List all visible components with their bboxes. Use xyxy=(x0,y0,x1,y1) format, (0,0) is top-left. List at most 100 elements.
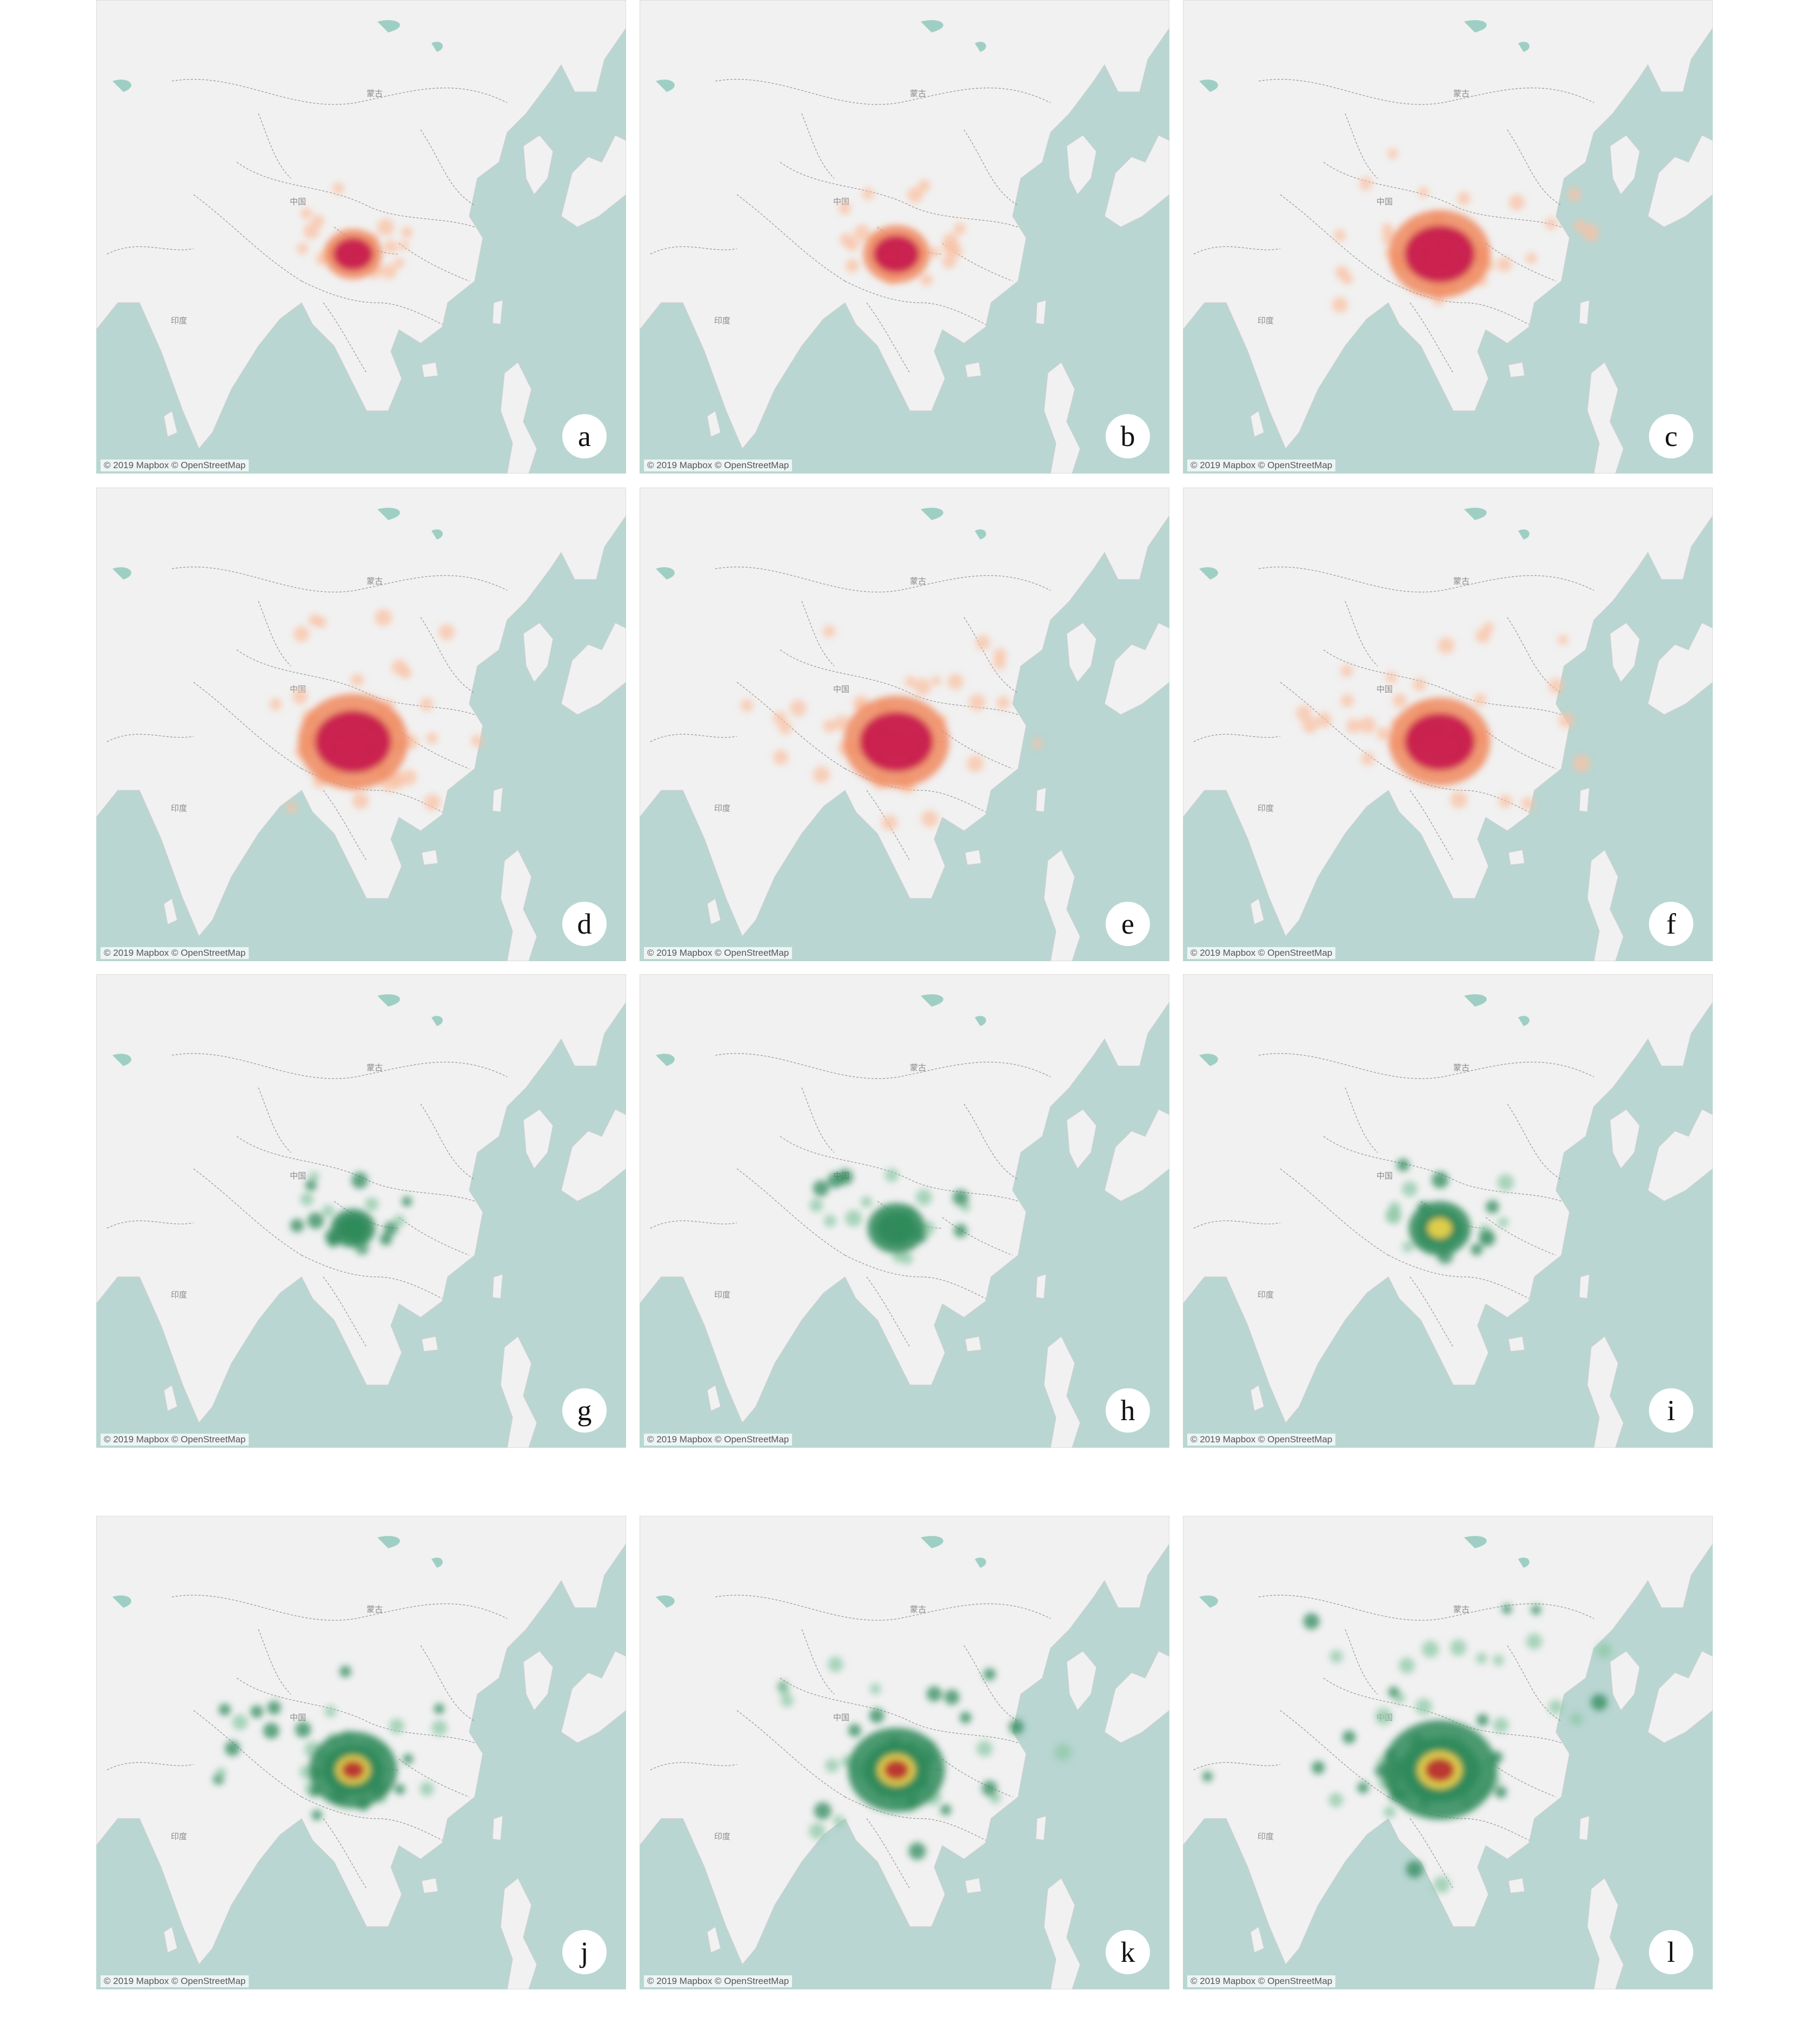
heat-dot xyxy=(1359,177,1373,191)
landmass xyxy=(1066,135,1097,196)
heat-dot xyxy=(1531,1604,1541,1615)
label-india: 印度 xyxy=(1258,316,1274,325)
map-attribution[interactable]: © 2019 Mapbox © OpenStreetMap xyxy=(1187,1434,1336,1446)
heat-dot xyxy=(1385,1208,1402,1224)
landmass xyxy=(163,1384,178,1412)
heat-dot xyxy=(982,1780,997,1796)
heat-dot xyxy=(1457,191,1471,205)
landmass xyxy=(707,1384,721,1412)
heat-dot xyxy=(340,1666,351,1677)
border-line xyxy=(650,246,737,255)
heat-dot xyxy=(263,1722,280,1739)
heat-dot xyxy=(976,1740,993,1757)
lake xyxy=(656,79,675,92)
landmass xyxy=(1610,135,1640,196)
heat-dot xyxy=(854,224,871,242)
map-attribution[interactable]: © 2019 Mapbox © OpenStreetMap xyxy=(644,947,793,959)
lake xyxy=(112,567,131,580)
border-line xyxy=(323,1818,367,1889)
heat-dot xyxy=(401,227,413,238)
heat-dot xyxy=(949,244,963,258)
border-line xyxy=(193,1168,302,1256)
border-line xyxy=(1345,1629,1378,1695)
map-attribution[interactable]: © 2019 Mapbox © OpenStreetMap xyxy=(1187,1975,1336,1987)
lake xyxy=(975,1016,986,1026)
panel-label: e xyxy=(1106,902,1150,946)
heat-dot xyxy=(1418,187,1429,198)
border-line xyxy=(866,302,910,374)
border-line xyxy=(1345,113,1378,179)
border-line xyxy=(1258,1053,1594,1079)
landmass xyxy=(1035,1274,1047,1299)
heat-dot xyxy=(1486,1200,1499,1214)
label-india: 印度 xyxy=(714,1832,730,1841)
map-attribution[interactable]: © 2019 Mapbox © OpenStreetMap xyxy=(101,460,249,471)
map-attribution[interactable]: © 2019 Mapbox © OpenStreetMap xyxy=(644,1434,793,1446)
border-line xyxy=(1323,649,1562,715)
heat-dot xyxy=(424,794,441,811)
border-line xyxy=(171,1053,508,1079)
lake xyxy=(1518,1557,1529,1568)
heat-layer xyxy=(1332,148,1599,313)
heat-dot xyxy=(1413,678,1426,691)
map-attribution[interactable]: © 2019 Mapbox © OpenStreetMap xyxy=(101,947,249,959)
map-attribution[interactable]: © 2019 Mapbox © OpenStreetMap xyxy=(1187,460,1336,471)
border-line xyxy=(1193,1762,1281,1770)
label-mongolia: 蒙古 xyxy=(910,1604,926,1614)
landmass xyxy=(1043,849,1081,961)
map-attribution[interactable]: © 2019 Mapbox © OpenStreetMap xyxy=(101,1975,249,1987)
map-attribution[interactable]: © 2019 Mapbox © OpenStreetMap xyxy=(644,1975,793,1987)
landmass xyxy=(1250,1384,1265,1412)
landmass xyxy=(707,1926,721,1953)
heat-dot xyxy=(1399,1657,1415,1674)
heat-dot xyxy=(953,1189,969,1206)
landmass xyxy=(1647,1650,1713,1743)
heat-dot xyxy=(1328,1793,1344,1807)
landmass xyxy=(1066,622,1097,683)
heat-dot xyxy=(1526,1633,1542,1650)
landmass xyxy=(1104,622,1169,715)
heat-dot xyxy=(292,689,308,704)
heat-dot xyxy=(1202,1771,1213,1782)
heat-dot xyxy=(394,1784,405,1795)
heat-dot xyxy=(1385,671,1398,683)
panel-label: h xyxy=(1106,1388,1150,1433)
label-mongolia: 蒙古 xyxy=(910,576,926,586)
border-line xyxy=(1323,162,1562,228)
heat-dot xyxy=(825,1758,840,1773)
heat-dot xyxy=(389,1719,404,1734)
label-india: 印度 xyxy=(1258,1832,1274,1841)
heat-dot xyxy=(773,749,789,765)
label-mongolia: 蒙古 xyxy=(367,1604,383,1614)
heat-dot xyxy=(1387,148,1398,159)
heat-dot xyxy=(947,674,963,690)
heat-dot xyxy=(915,1189,932,1206)
lake xyxy=(656,1054,675,1066)
landmass xyxy=(1250,1926,1265,1953)
heat-dot xyxy=(1357,1782,1369,1794)
heat-layer xyxy=(741,625,1043,831)
heat-dot xyxy=(403,1754,414,1765)
landmass xyxy=(1250,410,1265,437)
heat-dot xyxy=(1591,1694,1608,1711)
heat-dot xyxy=(305,1179,317,1191)
landmass xyxy=(1587,849,1624,961)
map-attribution[interactable]: © 2019 Mapbox © OpenStreetMap xyxy=(1187,947,1336,959)
lake xyxy=(1464,20,1487,32)
heat-dot xyxy=(1329,1650,1343,1663)
border-line xyxy=(301,1796,443,1841)
landmass xyxy=(1508,362,1525,378)
border-line xyxy=(193,194,302,282)
heat-dot xyxy=(773,711,787,725)
map-attribution[interactable]: © 2019 Mapbox © OpenStreetMap xyxy=(644,460,793,471)
heat-dot xyxy=(960,1712,972,1723)
heat-dot xyxy=(384,239,398,254)
heat-dot xyxy=(969,694,986,711)
map-attribution[interactable]: © 2019 Mapbox © OpenStreetMap xyxy=(101,1434,249,1446)
heat-layer xyxy=(296,182,413,279)
border-line xyxy=(1193,246,1281,255)
label-india: 印度 xyxy=(714,1290,730,1300)
border-line xyxy=(1409,1276,1454,1348)
